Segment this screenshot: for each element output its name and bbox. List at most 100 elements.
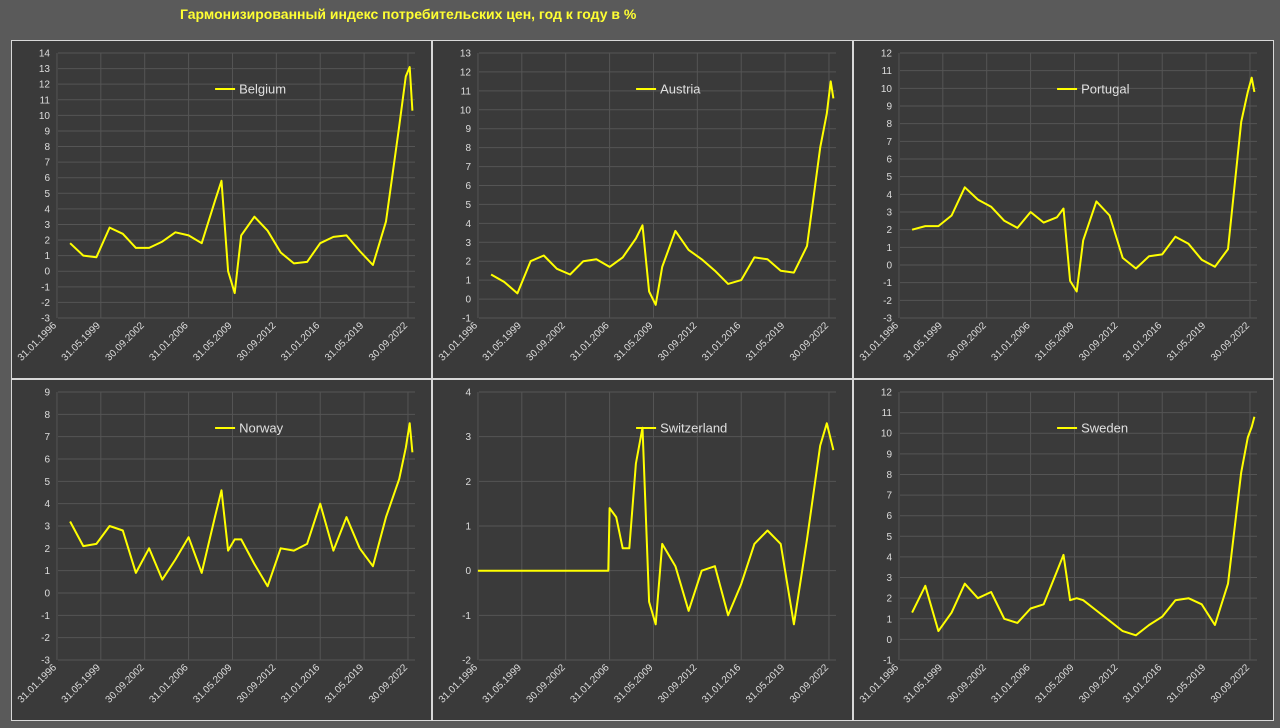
- x-tick-label: 31.05.1999: [902, 662, 945, 705]
- x-tick-label: 31.01.2006: [569, 320, 612, 363]
- x-tick-label: 31.05.2009: [612, 320, 655, 363]
- y-tick-label: 1: [886, 614, 892, 625]
- y-tick-label: 11: [882, 408, 893, 419]
- x-tick-label: 31.01.1996: [16, 320, 59, 363]
- x-tick-label: 31.01.1996: [437, 320, 480, 363]
- x-tick-label: 31.05.1999: [481, 320, 524, 363]
- y-tick-label: 1: [44, 566, 50, 577]
- series-line: [911, 76, 1256, 293]
- x-tick-label: 30.09.2022: [367, 662, 410, 705]
- series-line: [490, 80, 835, 306]
- y-tick-label: -3: [883, 314, 892, 325]
- x-tick-label: 30.09.2022: [788, 320, 831, 363]
- y-tick-label: 13: [460, 49, 472, 60]
- y-tick-label: -2: [462, 656, 471, 667]
- y-tick-label: 7: [465, 162, 471, 173]
- y-tick-label: 12: [39, 80, 51, 91]
- legend-label: Belgium: [239, 82, 286, 97]
- y-tick-label: -2: [883, 296, 892, 307]
- y-tick-label: 7: [886, 491, 892, 502]
- y-tick-label: 9: [886, 102, 892, 113]
- chart-switzerland: -2 -1 0 1 2 3 4 31.01.1996 31.05.1999 30.09.2002 3…: [432, 379, 853, 721]
- legend-label: Sweden: [1081, 421, 1128, 436]
- x-tick-label: 30.09.2022: [788, 662, 831, 705]
- x-tick-label: 30.09.2002: [525, 320, 568, 363]
- chart-austria: -1 0 1 2 3 4 5 6 7 8 9 10 11 12 13 31.01.1996 31.05.1999…: [432, 40, 853, 379]
- y-tick-label: 6: [44, 455, 50, 466]
- y-tick-label: 10: [39, 111, 51, 122]
- x-tick-label: 30.09.2022: [367, 320, 410, 363]
- x-tick-label: 31.05.1999: [481, 662, 524, 705]
- legend-label: Austria: [660, 82, 701, 97]
- chart-norway: -3 -2 -1 0 1 2 3 4 5 6 7 8 9 31.01.1996 31.05.1999 30.0…: [11, 379, 432, 721]
- x-tick-label: 30.09.2002: [946, 662, 989, 705]
- y-tick-label: 2: [886, 594, 892, 605]
- y-tick-label: 0: [886, 261, 892, 272]
- y-tick-label: 4: [886, 552, 892, 563]
- x-tick-label: 31.01.2016: [1121, 320, 1164, 363]
- y-tick-label: 0: [465, 295, 471, 306]
- y-tick-label: 8: [44, 142, 50, 153]
- y-tick-label: 10: [881, 429, 893, 440]
- y-tick-label: 0: [886, 635, 892, 646]
- y-tick-label: 3: [886, 573, 892, 584]
- y-tick-label: -1: [41, 611, 50, 622]
- y-tick-label: 2: [465, 257, 471, 268]
- y-tick-label: 1: [465, 522, 471, 533]
- y-tick-label: 10: [460, 105, 472, 116]
- x-tick-label: 31.01.1996: [16, 662, 59, 705]
- y-tick-label: 3: [886, 208, 892, 219]
- y-tick-label: 13: [39, 64, 51, 75]
- x-tick-label: 30.09.2012: [1077, 320, 1120, 363]
- x-tick-label: 31.01.1996: [858, 320, 901, 363]
- y-tick-label: 8: [886, 470, 892, 481]
- x-tick-label: 31.01.1996: [437, 662, 480, 705]
- series-line: [69, 422, 414, 588]
- y-tick-label: 5: [44, 189, 50, 200]
- y-tick-label: 1: [44, 251, 50, 262]
- y-tick-label: -1: [462, 611, 471, 622]
- x-tick-label: 31.05.2009: [191, 662, 234, 705]
- page-title: Гармонизированный индекс потребительских…: [180, 6, 637, 22]
- legend-label: Portugal: [1081, 82, 1130, 97]
- y-tick-label: 1: [465, 276, 471, 287]
- x-tick-label: 30.09.2012: [235, 662, 278, 705]
- y-tick-label: 4: [465, 388, 471, 399]
- y-tick-label: 4: [44, 499, 50, 510]
- y-tick-label: 7: [44, 158, 50, 169]
- y-tick-label: 11: [40, 95, 51, 106]
- y-tick-label: 3: [44, 220, 50, 231]
- y-tick-label: 2: [44, 544, 50, 555]
- x-tick-label: 30.09.2002: [104, 320, 147, 363]
- chart-portugal: -3 -2 -1 0 1 2 3 4 5 6 7 8 9 10 11 12 31.01.1996 31.05.19…: [853, 40, 1274, 379]
- y-tick-label: 9: [465, 124, 471, 135]
- x-tick-label: 31.01.2016: [279, 320, 322, 363]
- y-tick-label: 5: [465, 200, 471, 211]
- y-tick-label: -2: [41, 633, 50, 644]
- y-tick-label: 3: [44, 522, 50, 533]
- y-tick-label: 12: [460, 67, 472, 78]
- y-tick-label: 6: [886, 511, 892, 522]
- legend-label: Norway: [239, 421, 284, 436]
- chart-belgium: -3 -2 -1 0 1 2 3 4 5 6 7 8 9 10 11 12 13 14 31.01.1996 31.0…: [11, 40, 432, 379]
- x-tick-label: 31.01.2006: [148, 320, 191, 363]
- y-tick-label: 2: [465, 477, 471, 488]
- x-tick-label: 30.09.2012: [1077, 662, 1120, 705]
- y-tick-label: -1: [462, 314, 471, 325]
- x-tick-label: 30.09.2002: [104, 662, 147, 705]
- y-tick-label: -2: [41, 298, 50, 309]
- x-tick-label: 31.01.2006: [148, 662, 191, 705]
- x-tick-label: 30.09.2002: [946, 320, 989, 363]
- y-tick-label: -3: [41, 314, 50, 325]
- x-tick-label: 31.01.2016: [700, 320, 743, 363]
- y-tick-label: 14: [39, 49, 51, 60]
- y-tick-label: 9: [886, 449, 892, 460]
- y-tick-label: 5: [886, 172, 892, 183]
- x-tick-label: 31.05.2009: [1033, 320, 1076, 363]
- x-tick-label: 31.05.2009: [191, 320, 234, 363]
